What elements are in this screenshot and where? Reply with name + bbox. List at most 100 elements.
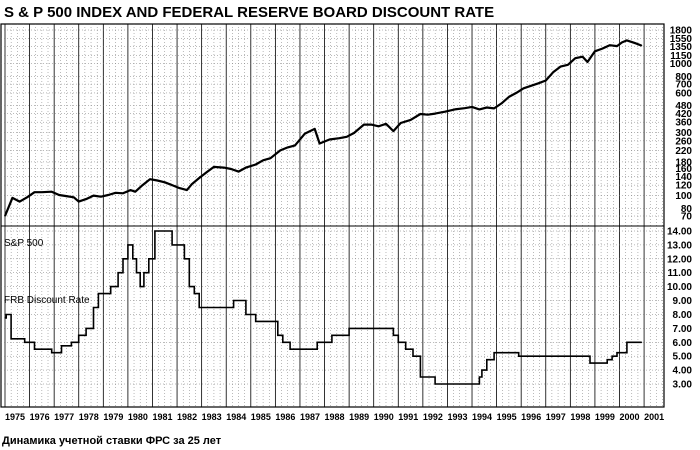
frb-point (233, 299, 235, 302)
frb-point (92, 306, 95, 309)
sp500-point (4, 215, 6, 217)
sp500-point (338, 137, 340, 139)
frb-point (486, 359, 488, 361)
sp500-point (262, 159, 264, 161)
sp500-point (164, 181, 166, 183)
frb-point (135, 272, 138, 274)
plot-frame (0, 23, 665, 408)
frb-y-ticks: 14.00 13.00 12.00 11.00 10.00 9.00 8.00 7.00 6.0… (667, 227, 692, 391)
x-tick-label: 1980 (128, 412, 148, 422)
frb-point (478, 376, 480, 378)
frb-point (154, 230, 156, 232)
x-tick-label: 1997 (546, 412, 566, 422)
frb-point (24, 341, 26, 343)
sp500-point (73, 196, 75, 198)
frb-point (289, 348, 291, 350)
sp500-point (294, 144, 296, 146)
frb-point (518, 355, 520, 357)
sp500-point (594, 50, 596, 52)
sp500-point (478, 108, 480, 110)
sp500-point (601, 48, 603, 50)
frb-point (97, 293, 99, 295)
frb-point (641, 341, 643, 343)
sp500-point (444, 111, 446, 113)
sp500-point (85, 198, 87, 200)
frb-point (70, 341, 72, 343)
frb-point (122, 258, 124, 260)
sp500-tick-label: 800 (675, 72, 692, 83)
sp500-point (508, 96, 510, 98)
sp500-point (230, 168, 232, 170)
x-tick-label: 1979 (103, 412, 123, 422)
sp500-point (500, 102, 503, 104)
frb-point (412, 355, 414, 357)
x-tick-label: 1981 (152, 412, 172, 422)
x-tick-label: 2000 (620, 412, 640, 422)
sp500-point (171, 184, 173, 186)
sp500-point (641, 45, 643, 47)
frb-point (262, 320, 264, 322)
frb-point (348, 327, 350, 329)
sp500-point (100, 196, 102, 198)
x-tick-label: 1978 (79, 412, 99, 422)
x-tick-label: 1990 (374, 412, 394, 422)
sp500-tick-label: 1800 (670, 26, 693, 37)
sp500-point (11, 197, 13, 199)
sp500-tick-label: 420 (675, 109, 692, 120)
frb-point (616, 352, 618, 354)
x-tick-label: 1987 (300, 412, 320, 422)
sp500-point (363, 124, 365, 126)
sp500-point (410, 119, 412, 121)
sp500-point (515, 92, 517, 94)
sp500-point (33, 191, 36, 193)
x-tick-label: 1998 (570, 412, 590, 422)
frb-point (593, 362, 595, 364)
frb-point (331, 334, 333, 336)
sp500-tick-label: 140 (675, 172, 692, 183)
frb-point (60, 345, 63, 347)
sp500-point (378, 125, 380, 127)
sp500-point (471, 106, 473, 108)
sp500-point (392, 130, 394, 132)
frb-point (33, 348, 36, 350)
frb-point (15, 338, 17, 340)
sp500-tick-label: 600 (675, 88, 692, 99)
frb-point (127, 244, 129, 246)
sp500-point (621, 41, 623, 44)
x-tick-label: 1989 (349, 412, 369, 422)
frb-point (143, 272, 145, 274)
frb-point (493, 352, 495, 354)
x-tick-label: 1994 (472, 412, 492, 422)
frb-rate-line (5, 230, 642, 385)
sp500-tick-label: 180 (675, 157, 692, 168)
frb-tick-label: 9.00 (673, 296, 693, 307)
sp500-tick-label: 1550 (670, 34, 693, 45)
x-tick-label: 1988 (325, 412, 345, 422)
x-tick-label: 1975 (5, 412, 25, 422)
sp500-point (122, 192, 124, 194)
sp500-point (245, 167, 247, 169)
frb-tick-label: 13.00 (667, 240, 692, 251)
sp500-point (454, 108, 456, 110)
sp500-point (530, 85, 532, 87)
sp500-point (304, 133, 306, 135)
sp500-point (58, 194, 60, 196)
sp500-point (400, 122, 402, 124)
sp500-point (186, 189, 188, 191)
frb-point (397, 341, 399, 343)
frb-tick-label: 5.00 (673, 352, 693, 363)
frb-tick-label: 7.00 (673, 324, 693, 335)
sp500-point (633, 42, 635, 44)
frb-points (4, 230, 643, 385)
sp500-point (198, 177, 200, 179)
sp500-point (419, 113, 421, 115)
sp500-point (464, 107, 466, 109)
sp500-point (319, 142, 321, 145)
sp500-point (65, 195, 67, 197)
frb-tick-label: 12.00 (667, 254, 692, 265)
sp500-point (223, 167, 225, 169)
sp500-point (552, 71, 554, 73)
x-tick-label: 1984 (226, 412, 246, 422)
